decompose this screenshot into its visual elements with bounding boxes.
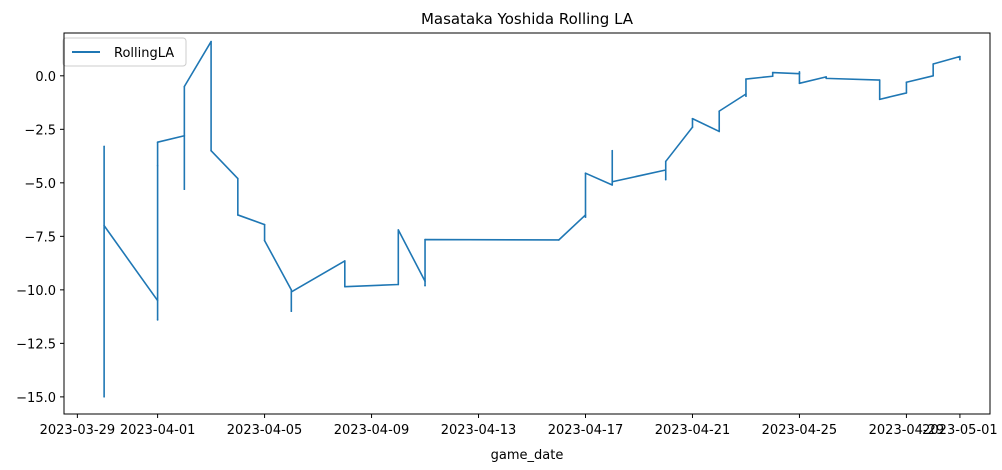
data-point bbox=[210, 149, 212, 152]
data-point bbox=[825, 77, 827, 80]
data-point bbox=[718, 130, 721, 133]
data-point bbox=[103, 224, 105, 227]
x-tick-label: 2023-04-01 bbox=[120, 423, 196, 438]
y-tick-label: −15.0 bbox=[16, 391, 56, 406]
data-point bbox=[611, 149, 614, 152]
data-point bbox=[183, 134, 186, 137]
data-point bbox=[718, 110, 721, 112]
data-point bbox=[959, 58, 961, 61]
x-tick-label: 2023-04-05 bbox=[227, 423, 303, 438]
y-tick-label: −2.5 bbox=[24, 123, 56, 138]
plot-area bbox=[103, 40, 961, 398]
data-point bbox=[584, 216, 587, 218]
data-point bbox=[156, 319, 159, 321]
data-point bbox=[290, 291, 293, 293]
y-tick-label: −12.5 bbox=[16, 337, 56, 352]
data-point bbox=[397, 229, 400, 231]
data-point bbox=[611, 184, 614, 186]
x-tick-label: 2023-04-17 bbox=[548, 423, 624, 438]
x-tick-label: 2023-04-29 bbox=[869, 423, 945, 438]
x-tick-label: 2023-05-01 bbox=[922, 423, 998, 438]
legend-box bbox=[62, 37, 187, 67]
data-point bbox=[745, 95, 747, 97]
data-point bbox=[237, 214, 239, 216]
x-tick-label: 2023-04-21 bbox=[655, 423, 731, 438]
data-point bbox=[798, 82, 801, 85]
data-point bbox=[183, 85, 186, 88]
data-point bbox=[825, 76, 827, 78]
x-tick-label: 2023-04-25 bbox=[762, 423, 838, 438]
data-point bbox=[156, 164, 159, 167]
legend-label: RollingLA bbox=[114, 46, 174, 61]
data-point bbox=[905, 92, 908, 94]
data-point bbox=[263, 223, 266, 226]
x-axis-label: game_date bbox=[491, 448, 564, 463]
plot-frame bbox=[63, 32, 991, 415]
data-point bbox=[691, 117, 694, 120]
data-point bbox=[263, 239, 266, 242]
y-tick-label: −7.5 bbox=[24, 230, 56, 245]
data-point bbox=[959, 55, 961, 58]
data-point bbox=[103, 396, 105, 398]
data-point bbox=[156, 141, 159, 143]
x-axis: 2023-03-29 2023-04-01 2023-04-05 2023-04-09… bbox=[40, 414, 998, 438]
data-point bbox=[397, 283, 400, 286]
data-point bbox=[878, 98, 881, 101]
data-point bbox=[156, 299, 159, 302]
data-point bbox=[798, 72, 801, 75]
data-point bbox=[798, 71, 801, 73]
data-point bbox=[664, 169, 667, 171]
data-point bbox=[664, 160, 667, 163]
data-point bbox=[424, 284, 426, 287]
data-point bbox=[424, 280, 426, 283]
data-point bbox=[344, 285, 346, 288]
data-point bbox=[878, 79, 881, 81]
data-point bbox=[290, 289, 293, 291]
data-point bbox=[691, 126, 694, 128]
data-point bbox=[771, 71, 774, 74]
series-line-0 bbox=[103, 40, 961, 397]
chart-title: Masataka Yoshida Rolling LA bbox=[421, 10, 634, 28]
data-point bbox=[103, 145, 105, 148]
data-point bbox=[584, 214, 587, 216]
data-point bbox=[745, 93, 747, 95]
data-point bbox=[237, 177, 239, 180]
x-tick-label: 2023-03-29 bbox=[40, 423, 116, 438]
data-point bbox=[424, 238, 426, 241]
data-point bbox=[344, 260, 346, 262]
y-tick-label: −10.0 bbox=[16, 284, 56, 299]
data-point bbox=[210, 40, 212, 43]
data-point bbox=[290, 310, 293, 313]
data-point bbox=[771, 75, 774, 78]
x-tick-label: 2023-04-13 bbox=[441, 423, 517, 438]
data-point bbox=[557, 239, 560, 241]
y-tick-label: −5.0 bbox=[24, 177, 56, 192]
data-point bbox=[611, 180, 614, 183]
data-point bbox=[905, 81, 908, 84]
legend: RollingLA bbox=[62, 37, 187, 67]
data-point bbox=[584, 172, 587, 174]
data-point bbox=[745, 78, 747, 80]
data-point bbox=[932, 63, 934, 65]
data-point bbox=[932, 75, 934, 77]
x-tick-label: 2023-04-09 bbox=[334, 423, 410, 438]
y-tick-label: 0.0 bbox=[35, 70, 56, 85]
y-axis: 0.0 −2.5 −5.0 −7.5 −10.0 −12.5 −15.0 bbox=[16, 70, 64, 406]
data-point bbox=[664, 178, 667, 181]
data-point bbox=[183, 188, 186, 191]
